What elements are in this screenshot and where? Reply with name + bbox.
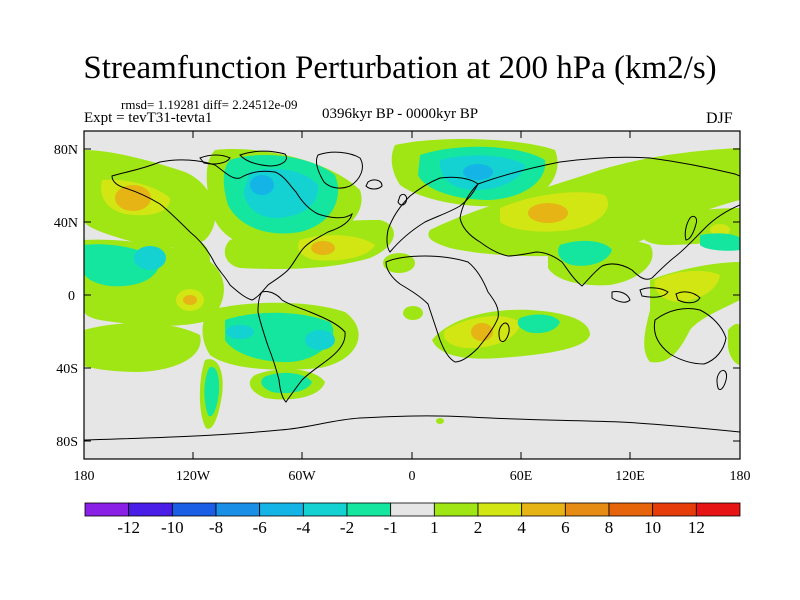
x-label-180e: 180: [730, 469, 751, 484]
colorbar-swatch: [259, 502, 304, 517]
colorbar-swatch: [84, 502, 130, 517]
colorbar-label: -10: [161, 518, 184, 537]
colorbar-swatch: [128, 502, 173, 517]
colorbar-label: -6: [253, 518, 267, 537]
contour-field: [84, 138, 740, 441]
x-label-120e: 120E: [615, 469, 645, 484]
period-label: 0396kyr BP - 0000kyr BP: [322, 106, 479, 122]
colorbar-label: -1: [384, 518, 398, 537]
page-title: Streamfunction Perturbation at 200 hPa (…: [83, 50, 717, 86]
colorbar-label: 6: [561, 518, 570, 537]
colorbar: [84, 502, 741, 517]
y-label-40s: 40S: [56, 362, 78, 377]
colorbar-swatch: [302, 502, 348, 517]
colorbar-swatch: [215, 502, 261, 517]
colorbar-label: 1: [430, 518, 439, 537]
colorbar-label: 2: [474, 518, 483, 537]
colorbar-label: 4: [517, 518, 526, 537]
colorbar-swatch: [390, 502, 435, 517]
colorbar-labels: -12 -10 -8 -6 -4 -2 -1 1 2 4 6 8 10 12: [117, 518, 704, 537]
colorbar-label: -12: [117, 518, 140, 537]
x-label-0: 0: [409, 469, 416, 484]
colorbar-swatch: [433, 502, 479, 517]
season-label: DJF: [706, 110, 733, 127]
y-label-80n: 80N: [54, 143, 78, 158]
y-label-80s: 80S: [56, 435, 78, 450]
colorbar-label: -8: [209, 518, 223, 537]
x-label-180w: 180: [74, 469, 95, 484]
colorbar-label: 8: [605, 518, 614, 537]
colorbar-label: 12: [688, 518, 705, 537]
stats-line: rmsd= 1.19281 diff= 2.24512e-09: [121, 97, 298, 112]
colorbar-swatch: [477, 502, 523, 517]
colorbar-label: -2: [340, 518, 354, 537]
colorbar-swatch: [521, 502, 566, 517]
colorbar-swatch: [652, 502, 697, 517]
colorbar-swatch: [564, 502, 610, 517]
x-label-60e: 60E: [510, 469, 533, 484]
x-label-60w: 60W: [288, 469, 316, 484]
colorbar-label: -4: [296, 518, 311, 537]
coastlines: [84, 150, 740, 441]
colorbar-label: 10: [644, 518, 661, 537]
y-label-0: 0: [68, 289, 75, 304]
experiment-label: Expt = tevT31-tevta1: [84, 110, 213, 126]
colorbar-swatch: [171, 502, 217, 517]
axis-ticks: [83, 131, 741, 459]
colorbar-swatch: [695, 502, 741, 517]
colorbar-swatch: [608, 502, 654, 517]
x-label-120w: 120W: [176, 469, 211, 484]
colorbar-swatch: [346, 502, 392, 517]
y-label-40n: 40N: [54, 216, 78, 231]
